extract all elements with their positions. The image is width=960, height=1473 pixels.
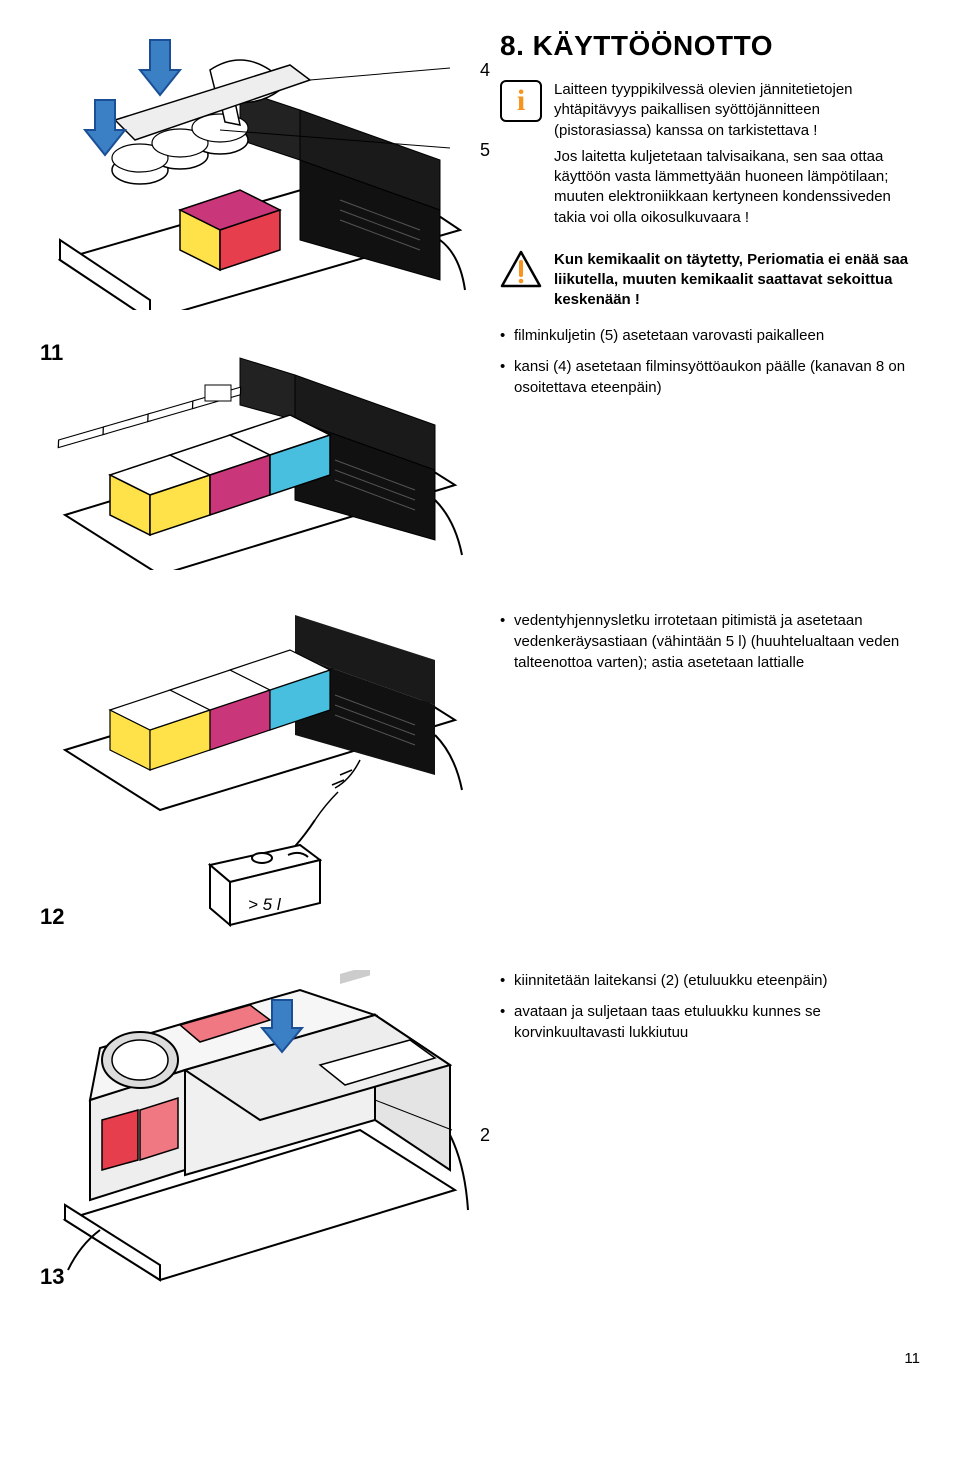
warning-text: Kun kemikaalit on täytetty, Periomatia e…	[554, 250, 920, 311]
info-text-2: Jos laitetta kuljetetaan talvisaikana, s…	[554, 147, 920, 228]
figure-12: 12	[40, 610, 470, 930]
bullet-a2: kansi (4) asetetaan filminsyöttöaukon pä…	[500, 356, 920, 398]
info-text-1: Laitteen tyyppikilvessä olevien jännitet…	[554, 80, 920, 141]
callout-5: 5	[480, 140, 490, 161]
info-block-1: i Laitteen tyyppikilvessä olevien jännit…	[500, 80, 920, 228]
warning-icon	[500, 250, 542, 288]
figure-11-top-svg	[40, 30, 470, 310]
warning-block: Kun kemikaalit on täytetty, Periomatia e…	[500, 250, 920, 311]
section-title: 8. KÄYTTÖÖNOTTO	[500, 30, 920, 62]
callout-2: 2	[480, 1125, 490, 1146]
figure-12-svg: > 5 l	[40, 610, 470, 930]
figure-12-label: 12	[40, 904, 64, 930]
bullet-a1: filminkuljetin (5) asetetaan varovasti p…	[500, 325, 920, 346]
info-icon: i	[500, 80, 542, 122]
page-number: 11	[40, 1350, 920, 1367]
bullet-b1: vedentyhjennysletku irrotetaan pitimistä…	[500, 610, 920, 673]
bullet-list-b: vedentyhjennysletku irrotetaan pitimistä…	[500, 610, 920, 673]
bullet-c2: avataan ja suljetaan taas etuluukku kunn…	[500, 1001, 920, 1043]
bullet-list-c: kiinnitetään laitekansi (2) (etuluukku e…	[500, 970, 920, 1043]
figure-13-svg	[40, 970, 470, 1290]
callout-4: 4	[480, 60, 490, 81]
figure-13-label: 13	[40, 1264, 64, 1290]
figure-11-bottom: 11	[40, 340, 470, 570]
jug-text: > 5 l	[248, 895, 282, 914]
figure-11-label: 11	[40, 340, 63, 366]
bullet-list-a: filminkuljetin (5) asetetaan varovasti p…	[500, 325, 920, 398]
info-icon-glyph: i	[517, 86, 525, 116]
figure-11-top: 4 5	[40, 30, 470, 310]
bullet-c1: kiinnitetään laitekansi (2) (etuluukku e…	[500, 970, 920, 991]
figure-11-bottom-svg	[40, 340, 470, 570]
figure-13: 13 2	[40, 970, 470, 1290]
